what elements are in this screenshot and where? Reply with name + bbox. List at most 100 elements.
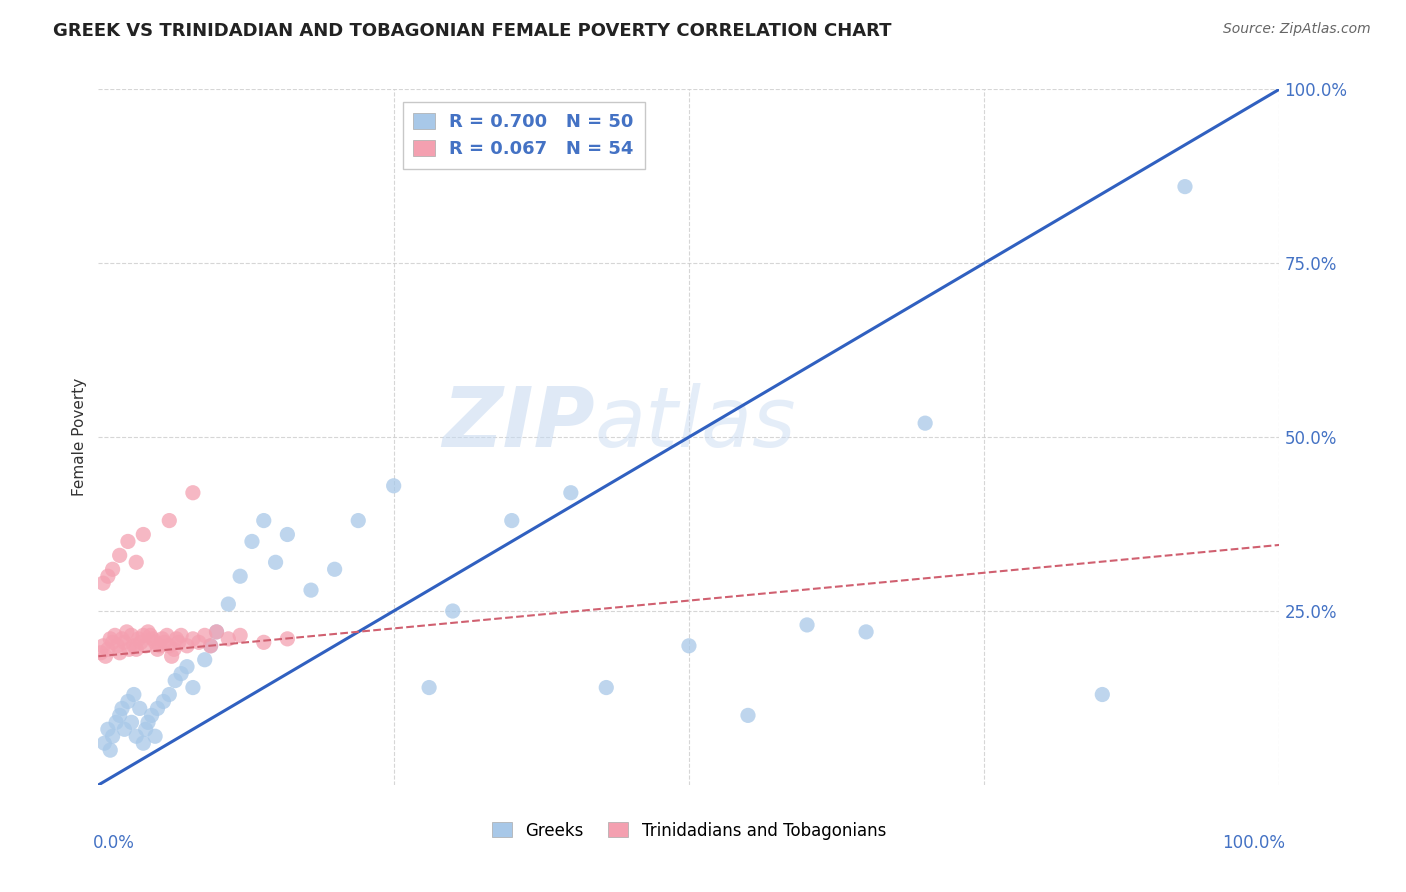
Point bbox=[194, 653, 217, 667]
Point bbox=[323, 562, 346, 576]
Point bbox=[253, 635, 276, 649]
Point bbox=[150, 632, 173, 646]
Point bbox=[160, 649, 183, 664]
Point bbox=[118, 642, 141, 657]
Text: GREEK VS TRINIDADIAN AND TOBAGONIAN FEMALE POVERTY CORRELATION CHART: GREEK VS TRINIDADIAN AND TOBAGONIAN FEMA… bbox=[53, 22, 891, 40]
Text: ZIP: ZIP bbox=[441, 383, 595, 464]
Point bbox=[157, 688, 180, 702]
Text: 0.0%: 0.0% bbox=[93, 834, 135, 852]
Point bbox=[108, 708, 131, 723]
Point bbox=[125, 642, 148, 657]
Point bbox=[855, 624, 877, 639]
Point bbox=[796, 618, 818, 632]
Point bbox=[181, 485, 204, 500]
Text: 100.0%: 100.0% bbox=[1222, 834, 1285, 852]
Point bbox=[128, 701, 150, 715]
Point bbox=[97, 569, 120, 583]
Point bbox=[217, 597, 239, 611]
Point bbox=[163, 642, 186, 657]
Text: atlas: atlas bbox=[595, 383, 796, 464]
Point bbox=[97, 723, 120, 737]
Point bbox=[176, 639, 198, 653]
Point bbox=[141, 708, 163, 723]
Point bbox=[112, 635, 135, 649]
Point bbox=[108, 646, 131, 660]
Point bbox=[1174, 179, 1197, 194]
Point bbox=[200, 639, 222, 653]
Point bbox=[143, 729, 166, 743]
Point bbox=[90, 646, 112, 660]
Point bbox=[146, 642, 169, 657]
Point bbox=[595, 681, 617, 695]
Point bbox=[101, 635, 124, 649]
Point bbox=[200, 639, 222, 653]
Point bbox=[121, 715, 143, 730]
Point bbox=[91, 639, 114, 653]
Point bbox=[276, 527, 298, 541]
Point bbox=[105, 639, 128, 653]
Point bbox=[914, 416, 936, 430]
Point bbox=[382, 479, 405, 493]
Point bbox=[121, 628, 143, 642]
Point bbox=[217, 632, 239, 646]
Point bbox=[276, 632, 298, 646]
Point bbox=[418, 681, 440, 695]
Point bbox=[253, 514, 276, 528]
Point bbox=[122, 688, 145, 702]
Point bbox=[229, 569, 252, 583]
Point bbox=[501, 514, 523, 528]
Point bbox=[194, 628, 217, 642]
Point bbox=[132, 628, 155, 642]
Point bbox=[115, 624, 138, 639]
Point bbox=[142, 632, 165, 646]
Point bbox=[122, 639, 145, 653]
Point bbox=[441, 604, 464, 618]
Point bbox=[135, 639, 157, 653]
Point bbox=[98, 632, 121, 646]
Point bbox=[170, 666, 193, 681]
Y-axis label: Female Poverty: Female Poverty bbox=[72, 378, 87, 496]
Point bbox=[264, 555, 287, 569]
Point bbox=[146, 701, 169, 715]
Point bbox=[104, 628, 127, 642]
Point bbox=[240, 534, 263, 549]
Point bbox=[165, 673, 187, 688]
Point bbox=[117, 534, 139, 549]
Point bbox=[156, 628, 179, 642]
Point bbox=[152, 694, 174, 708]
Point bbox=[149, 639, 172, 653]
Point bbox=[299, 583, 322, 598]
Point bbox=[157, 514, 180, 528]
Point bbox=[187, 635, 209, 649]
Point bbox=[205, 624, 228, 639]
Point bbox=[101, 729, 124, 743]
Point bbox=[136, 624, 159, 639]
Point bbox=[125, 555, 148, 569]
Point bbox=[129, 635, 152, 649]
Point bbox=[678, 639, 700, 653]
Point bbox=[98, 743, 121, 757]
Point bbox=[136, 715, 159, 730]
Point bbox=[737, 708, 759, 723]
Point bbox=[105, 715, 128, 730]
Point bbox=[167, 635, 190, 649]
Point bbox=[97, 642, 120, 657]
Point bbox=[1091, 688, 1114, 702]
Point bbox=[111, 632, 134, 646]
Point bbox=[181, 632, 204, 646]
Point bbox=[93, 736, 115, 750]
Point bbox=[560, 485, 582, 500]
Point bbox=[132, 736, 155, 750]
Point bbox=[176, 659, 198, 673]
Point bbox=[108, 549, 131, 563]
Point bbox=[139, 628, 162, 642]
Point bbox=[347, 514, 370, 528]
Point bbox=[91, 576, 114, 591]
Point bbox=[165, 632, 187, 646]
Point bbox=[181, 681, 204, 695]
Point bbox=[117, 694, 139, 708]
Point bbox=[229, 628, 252, 642]
Point bbox=[112, 723, 135, 737]
Point bbox=[111, 701, 134, 715]
Point bbox=[128, 632, 150, 646]
